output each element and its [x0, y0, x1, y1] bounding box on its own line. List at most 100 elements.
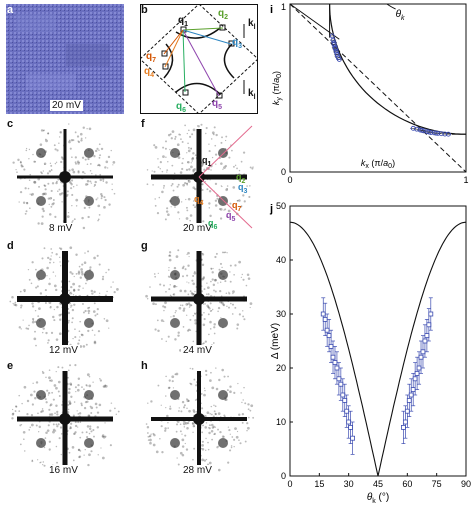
- chart-i-xtick: 0: [287, 175, 292, 185]
- chart-i-point: [426, 129, 432, 135]
- chart-i-diagonal: [289, 3, 467, 173]
- b-label-q4-sub: 4: [150, 72, 155, 79]
- energy-label-e: 16 mV: [47, 465, 80, 476]
- chart-j-xtick: 15: [314, 479, 324, 489]
- f-label-q5: q5: [226, 210, 235, 223]
- b-label-k_upper-sub: l: [253, 24, 256, 31]
- b-label-q3: q3: [232, 37, 242, 50]
- panel-g-fourier: [140, 240, 258, 358]
- b-label-q6-sub: 6: [182, 107, 187, 114]
- chart-i-xlabel-unit-a: a: [383, 158, 388, 168]
- chart-i-ytick: 1: [281, 2, 286, 12]
- fourier-image-e: [11, 364, 120, 474]
- chart-i-fermi-arc: [329, 3, 467, 135]
- chart-j-xlabel-sub: k: [372, 498, 376, 505]
- chart-i-point: [335, 55, 341, 61]
- panel-label-c: c: [7, 118, 14, 130]
- chart-j-point: [330, 354, 336, 360]
- chart-j-point: [401, 424, 406, 430]
- chart-j-point: [334, 365, 340, 371]
- chart-i-ylabel-base: k: [271, 100, 281, 105]
- chart-j-point: [420, 349, 426, 355]
- chart-i-point: [433, 130, 439, 136]
- chart-j-xtick: 30: [344, 479, 354, 489]
- chart-j-point: [336, 376, 342, 382]
- energy-label-c: 8 mV: [47, 223, 75, 234]
- f-label-q6: q6: [208, 218, 217, 231]
- b-label-q5: q5: [212, 98, 222, 111]
- f-label-q5-sub: 5: [231, 215, 236, 223]
- b-label-q3-sub: 3: [238, 43, 243, 50]
- chart-j-point: [404, 408, 410, 414]
- chart-j-xlabel: θk (°): [367, 492, 389, 505]
- chart-j-point: [350, 435, 355, 441]
- f-label-q1: q1: [202, 155, 211, 168]
- f-label-q4: q4: [194, 194, 203, 207]
- panel-label-d: d: [7, 240, 14, 252]
- f-label-q3-base: q: [238, 182, 244, 192]
- chart-j-point: [406, 397, 412, 403]
- b-label-q2-base: q: [218, 8, 225, 19]
- panel-b-schematic: [140, 4, 258, 114]
- energy-label-f: 20 mV: [181, 223, 214, 234]
- chart-j-point: [324, 327, 330, 333]
- energy-label-g: 24 mV: [181, 345, 214, 356]
- panel-e-fourier: [6, 360, 124, 478]
- chart-j-point: [320, 311, 326, 317]
- panel-h-fourier: [140, 360, 258, 478]
- b-label-q3-base: q: [232, 37, 239, 48]
- fourier-image-d: [9, 246, 119, 354]
- chart-i-xtick: 1: [463, 175, 468, 185]
- chart-j-xtick: 60: [402, 479, 412, 489]
- chart-j-point: [342, 397, 348, 403]
- panel-label-e: e: [7, 360, 14, 372]
- chart-i-ylabel-unit-a: a: [271, 78, 281, 83]
- chart-i-xlabel-unit-pre: (π/: [369, 158, 384, 168]
- b-label-q7-sub: 7: [152, 57, 157, 64]
- panel-f-fourier: [140, 118, 258, 236]
- chart-j-dwave-curve: [289, 221, 467, 477]
- energy-label-a: 20 mV: [50, 100, 83, 111]
- f-label-q6-sub: 6: [213, 223, 218, 231]
- chart-i-xlabel: kx (π/a0): [361, 158, 395, 170]
- f-label-q3: q3: [238, 182, 247, 195]
- f-label-q5-base: q: [226, 210, 232, 220]
- b-label-q1: q1: [178, 15, 188, 28]
- panel-label-g: g: [141, 240, 148, 252]
- chart-j-point: [402, 419, 408, 425]
- chart-j-ytick: 40: [276, 255, 286, 265]
- chart-i-xlabel-unit-post: ): [392, 158, 395, 168]
- b-label-k_upper-base: k: [248, 18, 254, 29]
- chart-j-point: [340, 392, 346, 398]
- chart-j-point: [422, 338, 428, 344]
- chart-i-angle-label-base: θ: [396, 9, 402, 20]
- panel-c-fourier: [6, 118, 124, 236]
- f-label-q2-sub: 2: [241, 177, 246, 185]
- chart-j-ytick: 0: [281, 471, 286, 481]
- chart-j-point: [328, 343, 334, 349]
- panel-label-f: f: [141, 118, 145, 130]
- b-label-q1-sub: 1: [184, 21, 189, 28]
- b-label-q7-base: q: [146, 51, 153, 62]
- f-label-q4-sub: 4: [199, 199, 204, 207]
- f-label-q4-base: q: [194, 194, 200, 204]
- chart-j-point: [428, 311, 434, 317]
- chart-i-angle-label: θk: [396, 9, 405, 22]
- b-label-q5-base: q: [212, 98, 219, 109]
- chart-i-ylabel: ky (π/a0): [271, 71, 283, 105]
- b-label-k_lower: kl: [248, 88, 256, 101]
- chart-j-ytick: 50: [276, 201, 286, 211]
- f-label-q1-sub: 1: [207, 160, 212, 168]
- f-label-q2: q2: [236, 172, 245, 185]
- b-label-q6-base: q: [176, 101, 183, 112]
- chart-j-xlabel-unit: (°): [376, 492, 389, 503]
- b-label-k_upper: kl: [248, 18, 256, 31]
- chart-j-ytick: 10: [276, 417, 286, 427]
- chart-j-ytick: 30: [276, 309, 286, 319]
- b-label-q5-sub: 5: [218, 104, 223, 111]
- b-label-k_lower-sub: l: [253, 94, 256, 101]
- f-label-q7-base: q: [232, 200, 238, 210]
- chart-i-point: [332, 46, 338, 51]
- fourier-image-c: [12, 123, 116, 232]
